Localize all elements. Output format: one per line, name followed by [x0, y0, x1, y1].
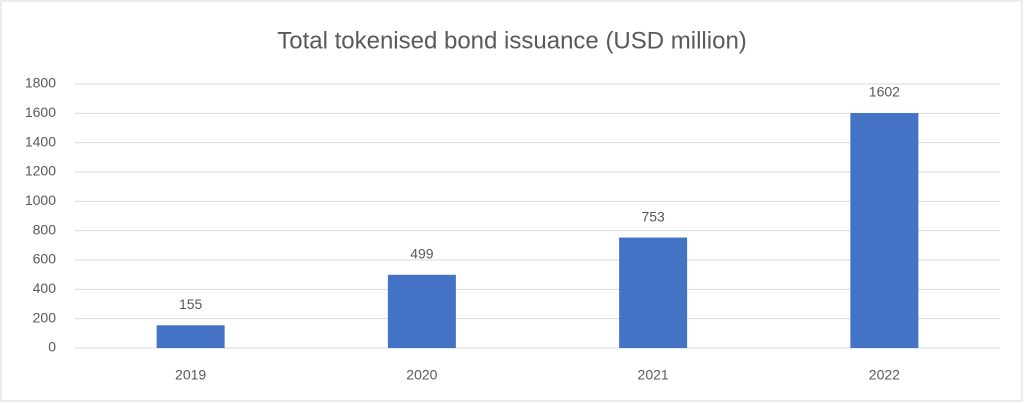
chart-title: Total tokenised bond issuance (USD milli… [277, 27, 747, 54]
y-tick-label: 200 [33, 309, 57, 325]
data-label: 1602 [869, 84, 900, 100]
y-tick-label: 400 [33, 280, 57, 296]
x-tick-label: 2020 [406, 367, 437, 383]
x-tick-label: 2022 [869, 367, 900, 383]
data-label: 155 [179, 296, 203, 312]
x-tick-label: 2021 [638, 367, 669, 383]
y-tick-label: 1800 [25, 75, 56, 91]
x-tick-label: 2019 [175, 367, 206, 383]
bar [619, 237, 688, 348]
y-tick-label: 600 [33, 251, 57, 267]
bar [156, 325, 225, 348]
y-tick-label: 0 [48, 339, 56, 355]
bar [387, 274, 456, 348]
y-tick-label: 800 [33, 221, 57, 237]
y-tick-label: 1200 [25, 163, 56, 179]
bar [850, 113, 919, 348]
data-label: 499 [410, 246, 434, 262]
y-tick-label: 1400 [25, 133, 56, 149]
y-tick-label: 1000 [25, 192, 56, 208]
y-tick-label: 1600 [25, 104, 56, 120]
data-label: 753 [641, 208, 665, 224]
